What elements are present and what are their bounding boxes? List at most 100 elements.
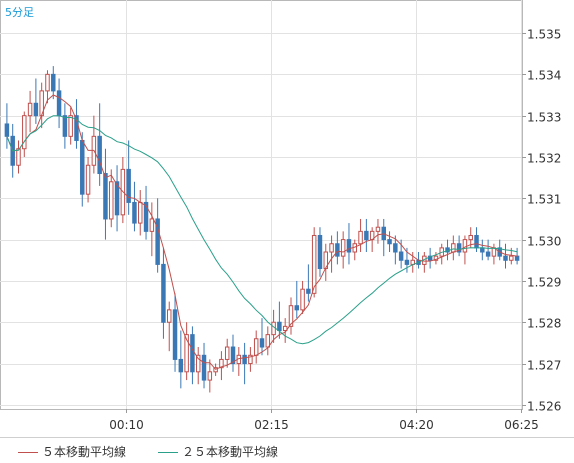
- y-tick-label: 1.526: [527, 400, 561, 414]
- candle: [259, 318, 265, 356]
- y-tick-label: 1.530: [527, 235, 561, 249]
- candle-body-down: [456, 243, 462, 253]
- candle: [195, 347, 201, 385]
- candle-body-down: [480, 247, 485, 253]
- candle-body-down: [80, 139, 85, 195]
- candle-body-up: [166, 309, 172, 323]
- candle: [166, 301, 172, 352]
- candle: [329, 235, 334, 273]
- candle-body-up: [109, 181, 114, 220]
- candle: [277, 301, 282, 339]
- candle-body-down: [126, 168, 131, 203]
- candle-body-up: [300, 288, 305, 311]
- candle-body-down: [56, 90, 62, 117]
- candle: [68, 107, 73, 145]
- candle: [375, 218, 381, 244]
- candle: [184, 322, 189, 381]
- candle: [346, 223, 352, 265]
- candle-body-down: [161, 263, 166, 323]
- candle: [230, 334, 236, 372]
- candle: [51, 66, 56, 100]
- candle: [427, 247, 433, 269]
- candle: [282, 318, 288, 343]
- candle: [242, 342, 247, 385]
- candle-body-down: [364, 230, 369, 241]
- candle: [288, 297, 294, 335]
- candle: [149, 202, 155, 257]
- candle: [74, 99, 79, 149]
- candle-body-up: [22, 115, 27, 150]
- candle-body-down: [317, 234, 323, 270]
- candle-body-up: [27, 102, 33, 117]
- candle: [143, 185, 149, 240]
- candle: [16, 140, 21, 174]
- candle-body-down: [306, 288, 311, 294]
- x-tick-label: 04:20: [399, 418, 434, 432]
- candle-body-up: [375, 226, 381, 232]
- candle-body-up: [462, 239, 468, 253]
- candle-body-up: [311, 234, 317, 294]
- candle-body-down: [277, 321, 282, 332]
- candle-body-down: [404, 259, 410, 265]
- candle: [317, 227, 323, 277]
- candle: [248, 347, 253, 372]
- candle-body-up: [248, 354, 253, 365]
- candle-body-down: [230, 346, 236, 365]
- candle-body-up: [224, 346, 230, 360]
- candle-body-down: [294, 305, 300, 311]
- y-tick-label: 1.528: [527, 317, 561, 331]
- candle: [45, 70, 50, 104]
- candle-body-up: [149, 218, 155, 232]
- candle-body-down: [114, 181, 120, 216]
- candle: [132, 181, 137, 232]
- candle: [364, 218, 369, 253]
- legend-label-ma5: ５本移動平均線: [42, 445, 127, 459]
- candle-body-up: [468, 234, 473, 241]
- candle-body-down: [155, 218, 160, 265]
- candle: [103, 148, 108, 240]
- legend: ５本移動平均線 ２５本移動平均線: [0, 437, 574, 463]
- candle-body-down: [503, 255, 508, 261]
- y-tick-label: 1.529: [527, 276, 561, 290]
- y-tick-label: 1.533: [527, 111, 561, 125]
- candle: [126, 140, 131, 215]
- candle: [172, 293, 178, 372]
- candle: [514, 247, 520, 265]
- candle: [311, 227, 317, 298]
- candle-body-down: [346, 239, 352, 253]
- candle-body-down: [4, 123, 10, 137]
- x-tick-label: 00:10: [109, 418, 144, 432]
- candle-body-down: [393, 243, 398, 253]
- candle-body-up: [207, 371, 213, 381]
- candle-body-up: [451, 243, 456, 253]
- candle-body-down: [190, 334, 195, 373]
- candle-body-down: [97, 135, 102, 175]
- candle: [155, 198, 160, 273]
- candle: [201, 342, 207, 389]
- candle-body-down: [427, 255, 433, 261]
- candle-body-down: [398, 251, 404, 261]
- candle: [62, 103, 68, 149]
- candle-body-down: [387, 239, 392, 245]
- legend-label-ma25: ２５本移動平均線: [182, 445, 279, 459]
- timeframe-label: 5分足: [5, 6, 34, 19]
- candle-body-up: [68, 115, 73, 137]
- candle: [387, 231, 392, 253]
- candle: [85, 156, 91, 203]
- candle: [97, 103, 102, 186]
- y-tick-label: 1.531: [527, 193, 561, 207]
- candle: [161, 247, 166, 339]
- candle-body-down: [485, 251, 491, 257]
- candle-body-up: [358, 230, 363, 245]
- candle-body-down: [178, 358, 184, 373]
- candle-body-down: [74, 115, 79, 141]
- candle-body-up: [265, 334, 271, 348]
- legend-item-ma5: ５本移動平均線: [18, 443, 126, 460]
- candle: [300, 280, 305, 314]
- candle-body-up: [340, 239, 346, 257]
- candle-body-up: [16, 148, 21, 166]
- candle-body-down: [201, 354, 207, 381]
- candle-body-down: [335, 243, 340, 257]
- candle-body-up: [271, 321, 276, 336]
- candle-body-down: [103, 173, 108, 220]
